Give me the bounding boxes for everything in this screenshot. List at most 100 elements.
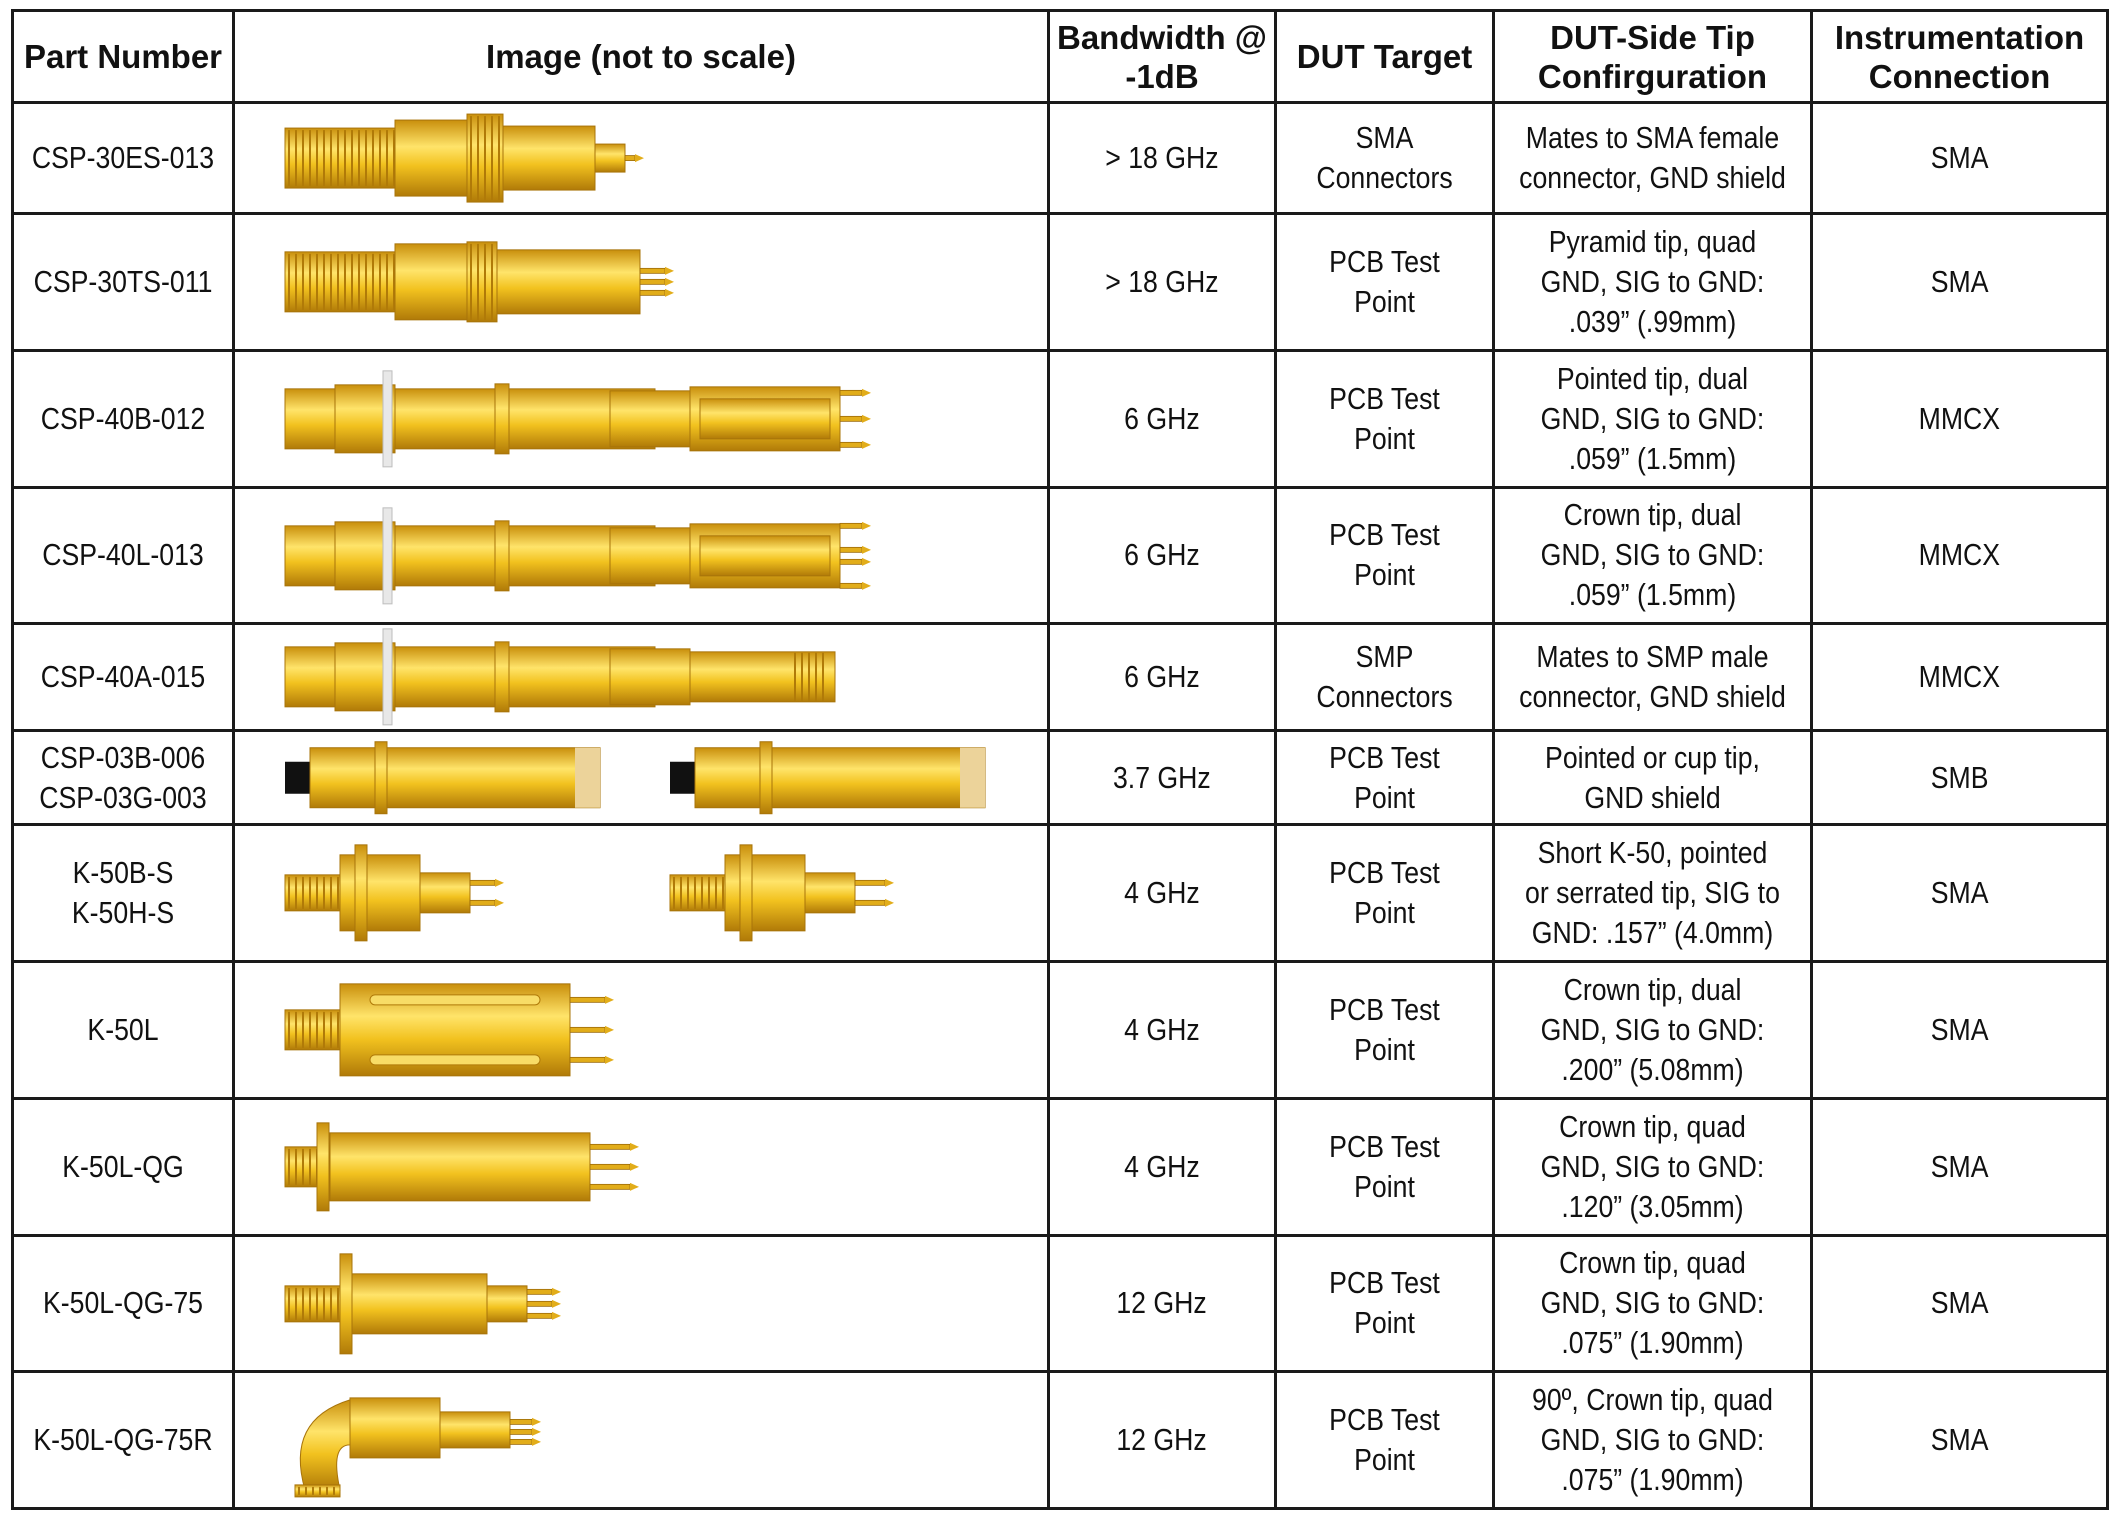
connection-cell: MMCX xyxy=(1810,622,2109,732)
cell-line: Crown tip, dual xyxy=(1563,971,1742,1007)
probe-pin xyxy=(624,155,636,161)
cell-line: Point xyxy=(1354,557,1415,593)
pin-tip xyxy=(552,1287,561,1296)
probe-image-cell xyxy=(232,1233,1050,1374)
cell-line: Crown tip, dual xyxy=(1563,497,1742,533)
connection-cell: SMA xyxy=(1810,960,2109,1100)
right-angle-probe-icon xyxy=(294,1397,541,1498)
insulator-ring xyxy=(382,506,393,604)
pin-tip xyxy=(552,1299,561,1308)
table-row: K-50L-QG-75 12 GHz PCB Test Point Crown tip,… xyxy=(11,1233,2109,1374)
probe-body xyxy=(804,872,856,914)
probe-pin xyxy=(839,522,863,529)
part-number-cell: K-50L-QG-75R xyxy=(11,1370,235,1510)
cell-line: K-50L-QG xyxy=(62,1148,184,1184)
table-row: K-50L 4 GHz PCB Test Point Crown tip, dual GN… xyxy=(11,960,2109,1100)
probe-pin xyxy=(569,1057,606,1063)
cell-line: PCB Test xyxy=(1329,991,1440,1027)
probe-pin xyxy=(839,558,863,565)
probe-body xyxy=(316,1122,330,1212)
cell-line: or serrated tip, SIG to xyxy=(1525,875,1780,911)
cell-line: GND, SIG to GND: xyxy=(1540,263,1765,299)
right-angle-elbow xyxy=(299,1399,351,1491)
header-tip-configuration: DUT-Side Tip Confirguration xyxy=(1492,9,1813,104)
probe-body xyxy=(419,872,471,914)
cell-line: CSP-40B-012 xyxy=(40,400,206,436)
probe-body xyxy=(486,1284,528,1322)
header-image: Image (not to scale) xyxy=(232,9,1050,104)
k50l-qg-probe-icon xyxy=(284,1122,639,1212)
cell-line: Connectors xyxy=(1316,160,1453,196)
tip-configuration-cell: Mates to SMP male connector, GND shield xyxy=(1492,622,1813,732)
table-row: CSP-40B-012 6 GHz PCB Test Point Pointed tip… xyxy=(11,348,2109,489)
connection-cell: SMB xyxy=(1810,728,2109,827)
cell-line: 90º, Crown tip, quad xyxy=(1532,1382,1773,1418)
table-row: K-50L-QG-75R 12 GHz PCB Test Point 90º, Crow… xyxy=(11,1370,2109,1510)
probe-body xyxy=(494,641,510,713)
dut-target-cell: PCB Test Point xyxy=(1274,728,1495,827)
connection-cell: MMCX xyxy=(1810,485,2109,626)
table-row: K-50L-QG 4 GHz PCB Test Point Crown tip, qua… xyxy=(11,1096,2109,1237)
pyramid-tip-probe-icon xyxy=(284,241,674,323)
connection-cell: SMA xyxy=(1810,212,2109,352)
probe-image-cell xyxy=(232,212,1050,352)
cell-line: SMP xyxy=(1355,639,1414,675)
pin-tip xyxy=(605,1055,614,1064)
cell-line: PCB Test xyxy=(1329,1265,1440,1301)
cell-line: PCB Test xyxy=(1329,739,1440,775)
bandwidth-cell: > 18 GHz xyxy=(1047,212,1277,352)
connection-cell: SMA xyxy=(1810,100,2109,216)
bandwidth-cell: 4 GHz xyxy=(1047,960,1277,1100)
cell-line: PCB Test xyxy=(1329,517,1440,553)
bandwidth-value: 6 GHz xyxy=(1124,537,1200,573)
dut-target-cell: SMP Connectors xyxy=(1274,622,1495,732)
cell-line: .059” (1.5mm) xyxy=(1568,577,1737,613)
probe-body xyxy=(494,519,510,591)
probe-body xyxy=(689,651,836,703)
probe-body xyxy=(339,854,421,932)
bandwidth-value: 3.7 GHz xyxy=(1113,759,1211,795)
probe-body xyxy=(394,119,471,197)
probe-pin xyxy=(839,441,863,448)
cell-line: Connectors xyxy=(1316,679,1453,715)
probe-pin xyxy=(469,900,496,907)
probe-pin xyxy=(589,1163,631,1170)
k50l-qg-75-probe-icon xyxy=(284,1252,561,1354)
probe-pin xyxy=(839,546,863,553)
probe-body xyxy=(349,1397,441,1459)
probe-body xyxy=(609,526,691,584)
insulator-ring xyxy=(382,628,393,726)
pin-tip xyxy=(630,1182,639,1191)
bandwidth-value: 4 GHz xyxy=(1124,875,1200,911)
dut-target-cell: PCB Test Point xyxy=(1274,1233,1495,1374)
bandwidth-cell: 3.7 GHz xyxy=(1047,728,1277,827)
probe-pin xyxy=(509,1439,533,1446)
slot xyxy=(369,1054,541,1066)
connection-cell: MMCX xyxy=(1810,348,2109,489)
tip-configuration-cell: Crown tip, quad GND, SIG to GND: .120” (3.… xyxy=(1492,1096,1813,1237)
connection-value: SMA xyxy=(1930,263,1989,299)
probe-body xyxy=(609,390,691,448)
cell-line: GND, SIG to GND: xyxy=(1540,1011,1765,1047)
cell-line: Point xyxy=(1354,283,1415,319)
pin-tip xyxy=(630,1142,639,1151)
bandwidth-cell: 6 GHz xyxy=(1047,348,1277,489)
pin-tip xyxy=(885,879,894,888)
probe-body xyxy=(759,741,773,815)
probe-pin xyxy=(839,582,863,589)
tip-configuration-cell: Short K-50, pointed or serrated tip, SIG … xyxy=(1492,823,1813,964)
cell-line: K-50L-QG-75 xyxy=(42,1285,204,1321)
probe-pin xyxy=(569,997,606,1003)
connection-cell: SMA xyxy=(1810,823,2109,964)
probe-image-cell xyxy=(232,348,1050,489)
cell-line: Mates to SMP male xyxy=(1536,639,1769,675)
probe-body xyxy=(609,648,691,706)
bandwidth-cell: 12 GHz xyxy=(1047,1233,1277,1374)
bandwidth-cell: > 18 GHz xyxy=(1047,100,1277,216)
cell-line: CSP-30ES-013 xyxy=(31,140,215,176)
bandwidth-cell: 12 GHz xyxy=(1047,1370,1277,1510)
cell-line: PCB Test xyxy=(1329,1402,1440,1438)
cell-line: Point xyxy=(1354,895,1415,931)
cell-line: Point xyxy=(1354,779,1415,815)
dut-target-cell: PCB Test Point xyxy=(1274,212,1495,352)
